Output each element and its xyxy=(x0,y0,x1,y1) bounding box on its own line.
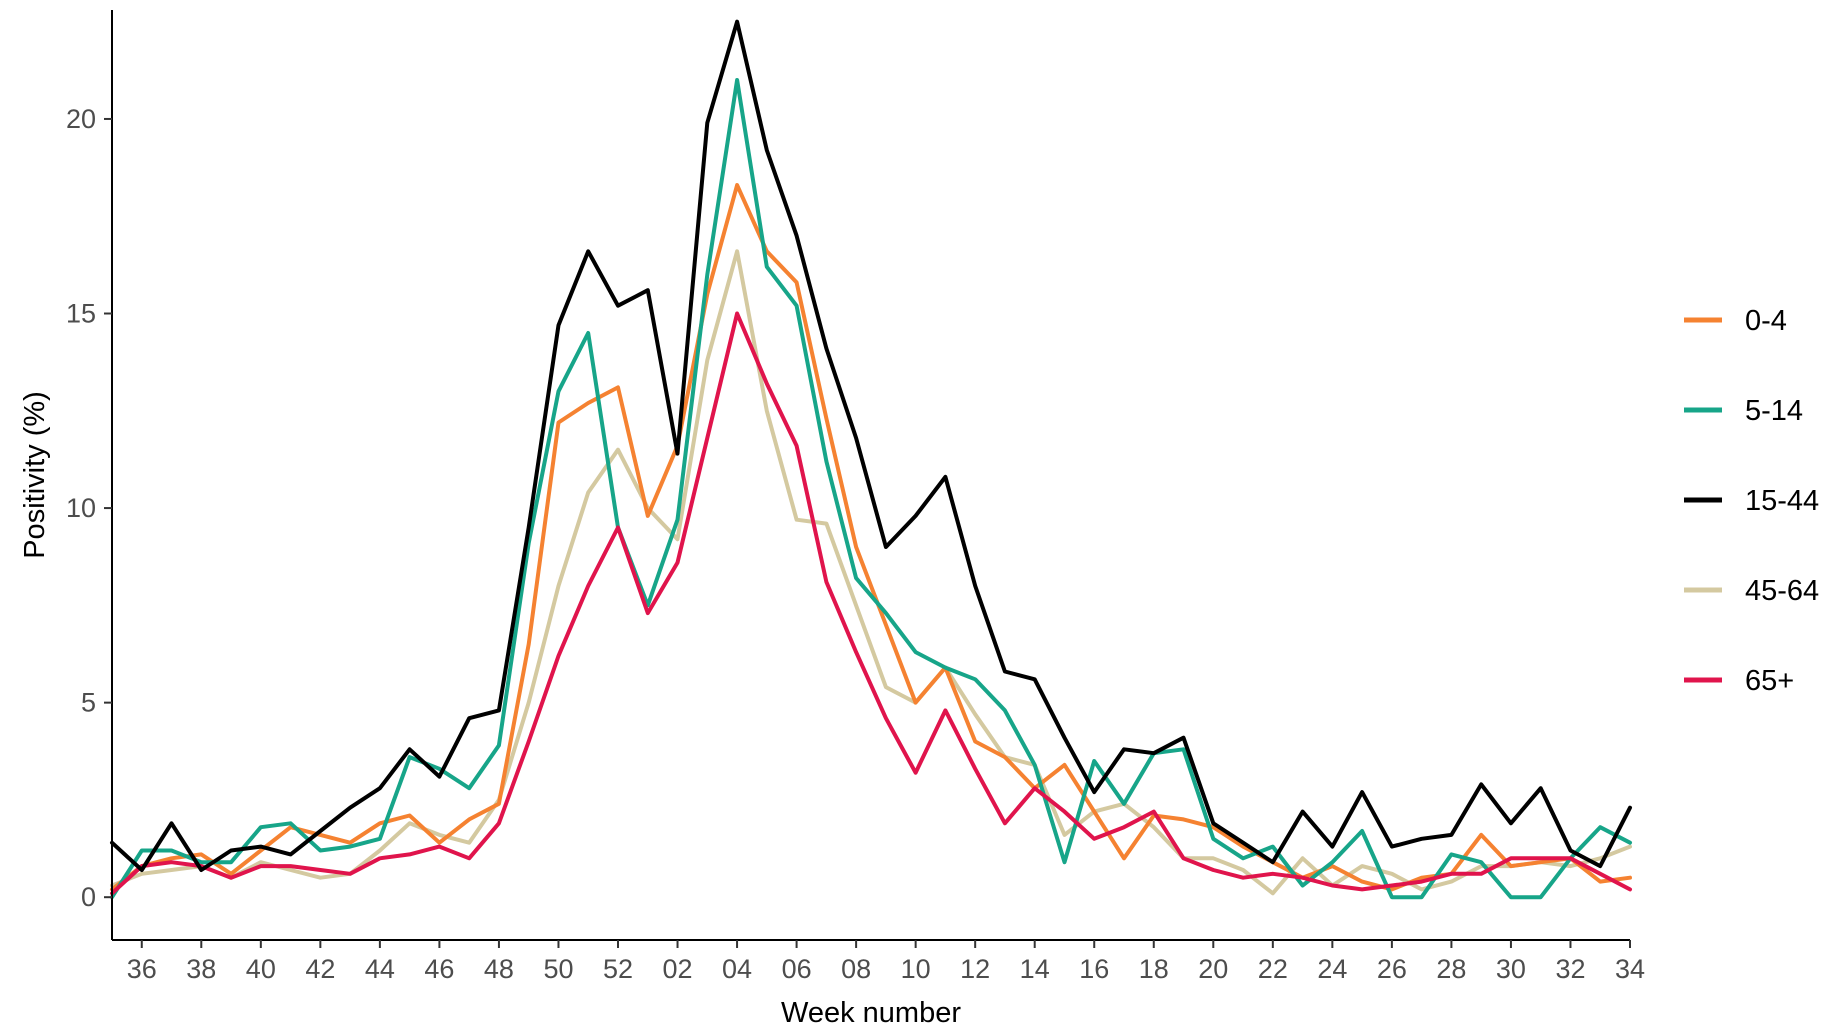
x-tick-label: 24 xyxy=(1317,954,1347,984)
y-tick-label: 15 xyxy=(66,299,96,329)
series-line-15-44 xyxy=(110,19,1632,872)
x-tick-label: 04 xyxy=(722,954,752,984)
legend-label: 5-14 xyxy=(1745,395,1803,427)
legend-label: 0-4 xyxy=(1745,305,1787,337)
x-tick-label: 36 xyxy=(127,954,157,984)
x-tick-label: 52 xyxy=(603,954,633,984)
legend: 0-4 5-14 15-44 45-64 65+ xyxy=(1684,305,1819,697)
x-tick-label: 30 xyxy=(1496,954,1526,984)
x-tick-label: 10 xyxy=(901,954,931,984)
x-tick-label: 32 xyxy=(1555,954,1585,984)
legend-label: 65+ xyxy=(1745,665,1794,697)
legend-label: 15-44 xyxy=(1745,485,1819,517)
series-line-45-64 xyxy=(110,249,1632,896)
x-tick-label: 02 xyxy=(663,954,693,984)
x-tick-label: 40 xyxy=(246,954,276,984)
y-tick-label: 0 xyxy=(81,882,96,912)
x-tick-label: 50 xyxy=(543,954,573,984)
x-tick-label: 26 xyxy=(1377,954,1407,984)
x-axis-title: Week number xyxy=(781,997,961,1029)
x-tick-label: 14 xyxy=(1020,954,1050,984)
y-ticks: 0 5 10 15 20 xyxy=(66,104,112,912)
x-tick-label: 48 xyxy=(484,954,514,984)
plot-lines xyxy=(110,19,1632,900)
x-tick-label: 46 xyxy=(424,954,454,984)
series-line-0-4 xyxy=(110,183,1632,892)
x-tick-label: 28 xyxy=(1436,954,1466,984)
y-tick-label: 10 xyxy=(66,493,96,523)
x-tick-label: 12 xyxy=(960,954,990,984)
y-tick-label: 20 xyxy=(66,104,96,134)
series-line-65+ xyxy=(110,311,1632,896)
x-ticks: 36 38 40 42 44 46 48 50 52 02 04 06 08 10 12 14 16 18 20 22… xyxy=(127,940,1645,984)
series-line-5-14 xyxy=(110,78,1632,900)
x-tick-label: 16 xyxy=(1079,954,1109,984)
y-axis-title: Positivity (%) xyxy=(19,391,51,559)
y-tick-label: 5 xyxy=(81,688,96,718)
axes xyxy=(111,10,1630,941)
x-tick-label: 38 xyxy=(186,954,216,984)
legend-label: 45-64 xyxy=(1745,575,1819,607)
x-tick-label: 22 xyxy=(1258,954,1288,984)
x-tick-label: 44 xyxy=(365,954,395,984)
x-tick-label: 08 xyxy=(841,954,871,984)
x-tick-label: 34 xyxy=(1615,954,1645,984)
x-tick-label: 18 xyxy=(1139,954,1169,984)
x-tick-label: 06 xyxy=(782,954,812,984)
x-tick-label: 42 xyxy=(305,954,335,984)
x-tick-label: 20 xyxy=(1198,954,1228,984)
